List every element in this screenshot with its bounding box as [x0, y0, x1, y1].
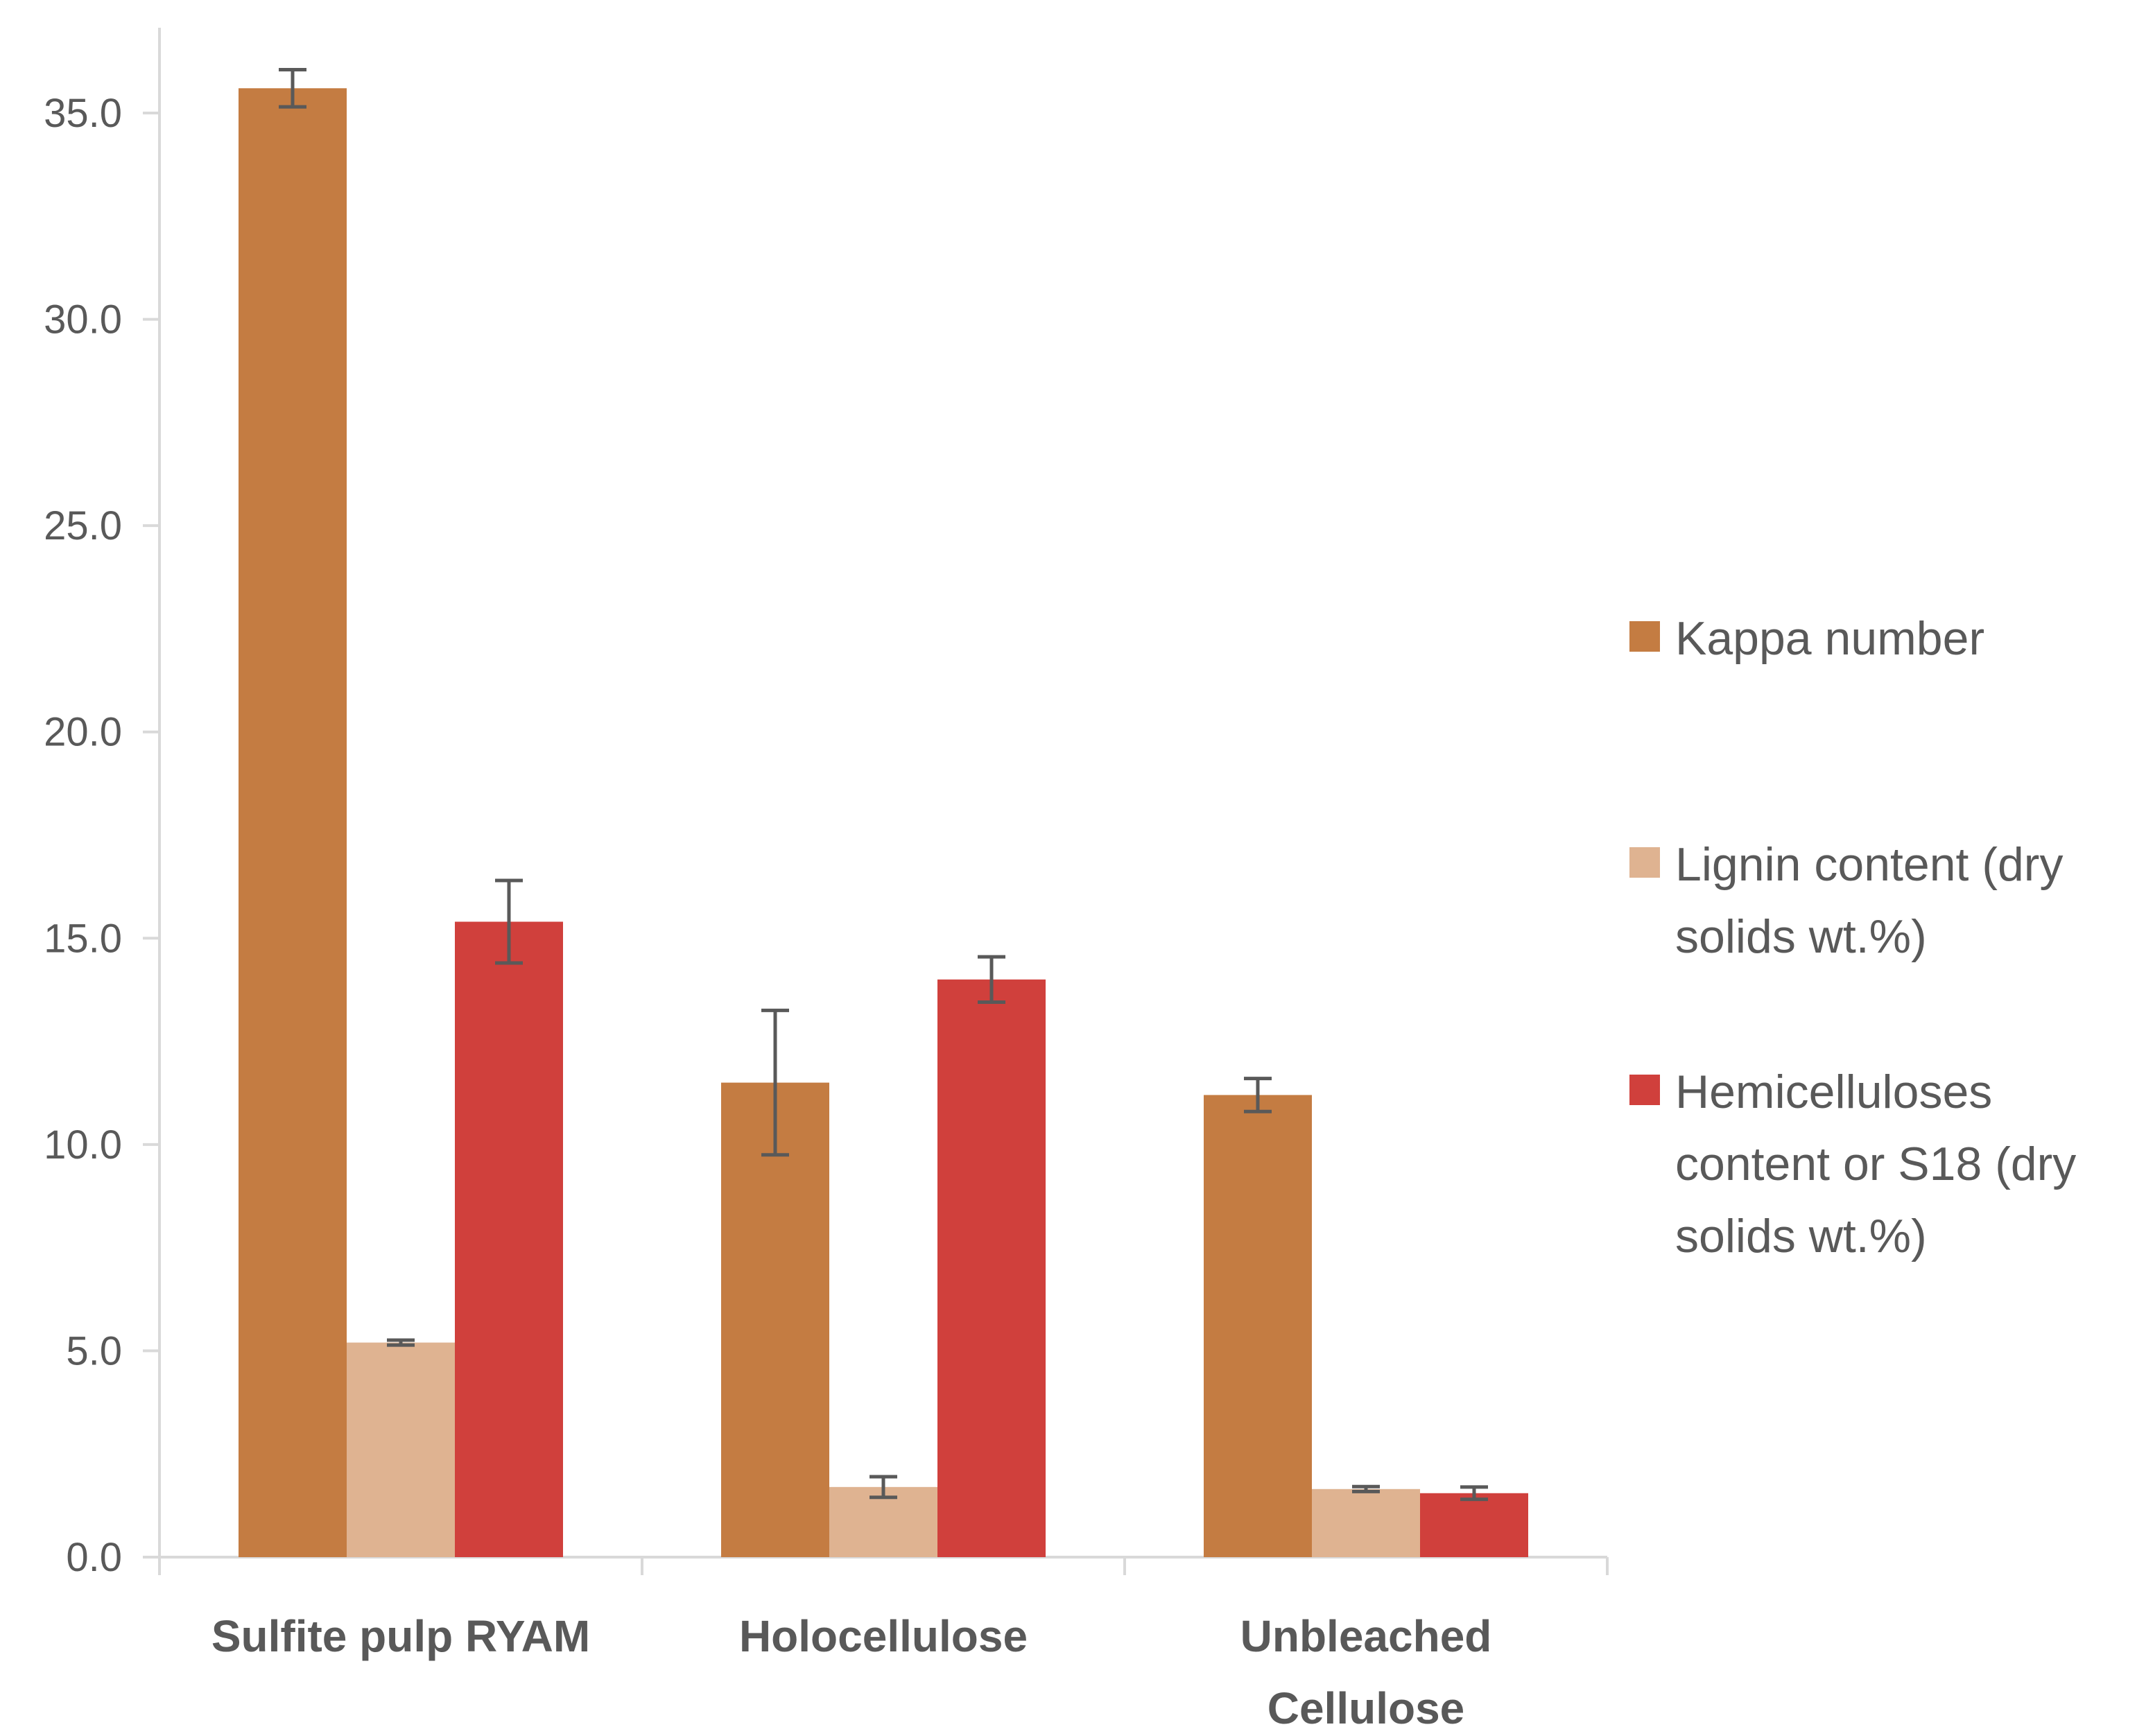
y-tick-label: 25.0 — [44, 503, 122, 548]
bar — [239, 88, 347, 1557]
legend-swatch — [1629, 847, 1660, 878]
bars — [239, 88, 1528, 1557]
y-tick-label: 35.0 — [44, 91, 122, 136]
y-tick-label: 20.0 — [44, 710, 122, 755]
legend-swatch — [1629, 621, 1660, 652]
error-bars — [279, 68, 1488, 1502]
x-axis: Sulfite pulp RYAM Holocellulose Unbleached… — [158, 1556, 1609, 1733]
legend-swatch — [1629, 1075, 1660, 1105]
bar — [1204, 1095, 1312, 1557]
legend-label: Hemicelluloses — [1675, 1066, 1992, 1118]
legend-label: Kappa number — [1675, 612, 1984, 665]
x-tick-label: Cellulose — [1268, 1683, 1465, 1733]
y-tick-label: 30.0 — [44, 297, 122, 342]
bar — [347, 1342, 455, 1557]
bar — [1420, 1493, 1528, 1557]
bar — [455, 921, 563, 1557]
y-tick-label: 5.0 — [66, 1328, 122, 1373]
legend-label: solids wt.%) — [1675, 1210, 1927, 1262]
legend: Kappa number Lignin content (dry solids wt… — [1629, 612, 2076, 1262]
legend-label: Lignin content (dry — [1675, 838, 2063, 891]
x-tick-label: Unbleached — [1240, 1611, 1492, 1661]
bar — [937, 979, 1046, 1557]
legend-label: content or S18 (dry — [1675, 1138, 2076, 1190]
y-tick-label: 15.0 — [44, 916, 122, 961]
bar — [1312, 1488, 1420, 1557]
y-tick-label: 0.0 — [66, 1535, 122, 1580]
y-tick-label: 10.0 — [44, 1122, 122, 1168]
legend-label: solids wt.%) — [1675, 910, 1927, 963]
x-tick-label: Sulfite pulp RYAM — [211, 1611, 590, 1661]
y-axis: 0.0 5.0 10.0 15.0 20.0 25.0 30.0 35.0 — [44, 28, 161, 1580]
x-tick-label: Holocellulose — [739, 1611, 1028, 1661]
bar — [721, 1082, 829, 1557]
